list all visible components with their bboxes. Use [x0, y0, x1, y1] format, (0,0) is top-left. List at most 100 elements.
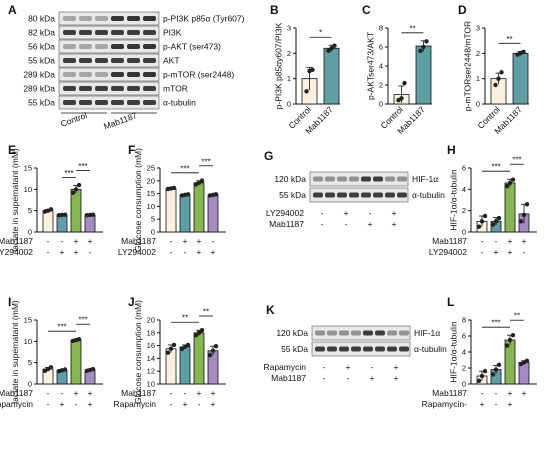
data-point [90, 212, 96, 217]
blot-band [349, 192, 359, 198]
blot-band [95, 16, 108, 21]
treatment-sign: - [481, 236, 484, 246]
blot-band [127, 72, 140, 77]
blot-band [143, 30, 156, 35]
treatment-sign: + [508, 388, 513, 398]
treatment-sign: + [197, 236, 202, 246]
blot-band [363, 330, 373, 336]
data-point [304, 89, 309, 94]
treatment-sign: - [481, 247, 484, 257]
blot-kda-label: 80 kDa [28, 14, 55, 24]
y-axis-label: p-mTORser2448/mTOR [463, 21, 473, 111]
panel-letter: B [270, 3, 279, 17]
treatment-sign: - [371, 362, 374, 372]
data-point [402, 80, 407, 86]
data-point [399, 96, 404, 101]
y-axis-label: HIF-1α/α-tubulin [449, 169, 459, 231]
data-point [165, 350, 171, 355]
blot-band [63, 44, 76, 49]
sig-label: *** [491, 319, 500, 328]
panel-letter: E [8, 143, 16, 157]
blot-band [143, 44, 156, 49]
blot-protein-label: HIF-1α [412, 174, 438, 184]
data-point [510, 177, 516, 182]
blot-protein-label: HIF-1α [414, 328, 440, 338]
treatment-row-label: Rapamycin- [422, 399, 468, 409]
blot-band [111, 72, 124, 77]
y-tick-label: 6 [462, 332, 466, 341]
blot-protein-label: p-AKT (ser473) [163, 42, 221, 52]
y-tick-label: 18 [147, 328, 155, 337]
blot-band [127, 58, 140, 63]
blot-panel-a: A 80 kDa p-PI3K p85α (Tyr607) 82 kDa PI3K 56 … [8, 3, 245, 131]
blot-band [361, 192, 371, 198]
data-point [518, 219, 524, 224]
data-point [213, 344, 219, 349]
y-tick-label: 2 [287, 49, 291, 58]
treatment-sign: - [481, 388, 484, 398]
blot-band [315, 330, 325, 336]
y-axis-label: Glucose consumption (mM) [133, 300, 143, 404]
bar-0 [42, 210, 54, 233]
treatment-sign: + [74, 236, 79, 246]
y-tick-label: 12 [147, 367, 155, 376]
panel-letter: F [128, 143, 135, 157]
sig-label: ** [203, 308, 209, 317]
treatment-sign: + [508, 236, 513, 246]
data-point [62, 212, 68, 217]
treatment-sign: + [394, 362, 399, 372]
blot-band [63, 30, 76, 35]
blot-band [95, 58, 108, 63]
blot-band [327, 346, 337, 352]
treatment-sign: - [323, 373, 326, 383]
y-tick-label: 1 [287, 74, 291, 83]
blot-kda-label: 55 kDa [281, 344, 308, 354]
blot-band [79, 30, 92, 35]
sig-label: ** [409, 24, 415, 33]
blot-strip [58, 67, 160, 82]
y-axis-label: lactate in supernatant (mM) [10, 300, 20, 404]
treatment-sign: + [74, 247, 79, 257]
treatment-sign: - [170, 388, 173, 398]
treatment-row-label: Mab1187 [121, 236, 156, 246]
blot-protein-label: mTOR [163, 84, 188, 94]
y-tick-label: 10 [24, 185, 32, 194]
y-tick-label: 0 [379, 100, 383, 109]
blot-band [373, 176, 383, 182]
treatment-sign: + [60, 247, 65, 257]
blot-band [79, 86, 92, 91]
blot-band [387, 346, 397, 352]
panel-letter: G [264, 149, 273, 163]
y-tick-label: 5 [151, 215, 155, 224]
treatment-sign: + [392, 208, 397, 218]
blot-band [387, 330, 397, 336]
treatment-sign: + [508, 247, 513, 257]
blot-band [63, 72, 76, 77]
data-point [332, 43, 337, 48]
blot-strip [58, 81, 160, 96]
blot-band [315, 346, 325, 352]
bar-2 [70, 339, 82, 385]
blot-kda-label: 55 kDa [279, 190, 306, 200]
blot-protein-label: α-tubulin [412, 190, 445, 200]
treatment-sign: + [494, 247, 499, 257]
data-point [185, 342, 191, 348]
y-axis-label: lactate in supernatant (mM) [10, 148, 20, 252]
treatment-row-label: Rapamycin [0, 399, 33, 409]
blot-band [111, 16, 124, 21]
data-point [504, 183, 510, 189]
blot-strip [311, 325, 411, 341]
blot-band [95, 100, 108, 105]
treatment-sign: - [170, 247, 173, 257]
treatment-sign: - [47, 247, 50, 257]
y-tick-label: 20 [147, 176, 155, 185]
chart-f: F 0 5 10 15 20 25 Glucose consumption (mM) *** **… [118, 143, 226, 257]
sig-label: *** [201, 157, 210, 166]
data-point [499, 70, 504, 75]
panel-letter: K [266, 303, 275, 317]
y-tick-label: 25 [147, 164, 155, 173]
y-axis-label: Glucose consumption (mM) [133, 148, 143, 252]
bar-3 [84, 214, 96, 233]
treatment-sign: - [47, 399, 50, 409]
treatment-sign: - [321, 208, 324, 218]
